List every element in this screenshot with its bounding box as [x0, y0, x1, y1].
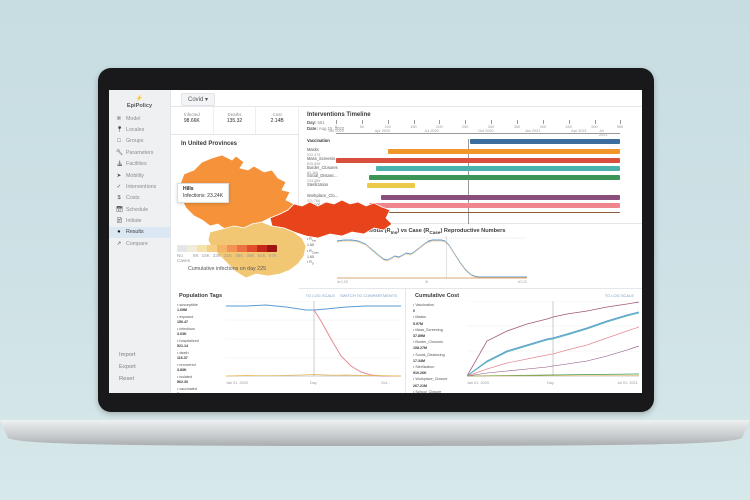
svg-text:Jul 01, 2021: Jul 01, 2021 [518, 279, 528, 284]
svg-text:Jan 01, 2020: Jan 01, 2020 [467, 381, 489, 385]
svg-text:Day: Day [310, 381, 317, 385]
svg-text:Jan 01, 2020: Jan 01, 2020 [226, 381, 248, 385]
svg-text:Day: Day [547, 381, 554, 385]
svg-text:Jul 01, 2021: Jul 01, 2021 [617, 381, 638, 385]
svg-text:Oct...: Oct... [381, 381, 390, 385]
